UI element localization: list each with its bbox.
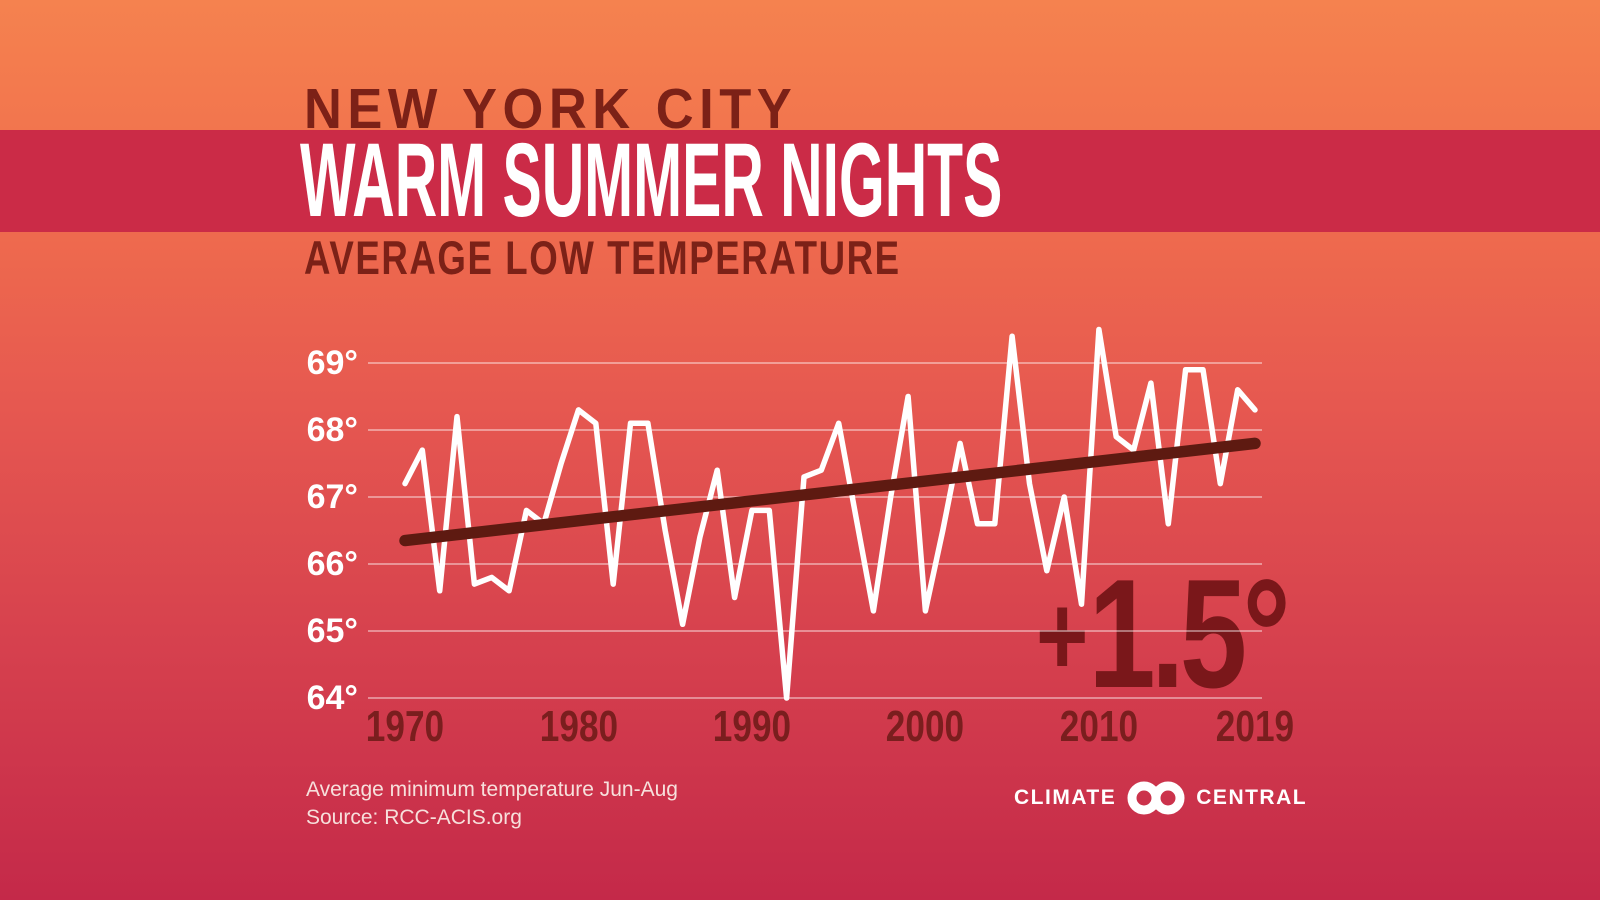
y-tick-label: 69° xyxy=(306,344,358,382)
x-tick-label: 2000 xyxy=(865,705,985,749)
footnote: Average minimum temperature Jun-Aug Sour… xyxy=(306,776,678,832)
x-tick-label-text: 1990 xyxy=(712,702,792,751)
subtitle-text: AVERAGE LOW TEMPERATURE xyxy=(304,231,901,284)
x-tick-label: 2010 xyxy=(1039,705,1159,749)
x-tick-label: 1980 xyxy=(518,705,638,749)
x-tick-label-text: 2010 xyxy=(1059,702,1139,751)
page-title-text: WARM SUMMER NIGHTS xyxy=(300,122,1003,239)
trend-annotation: +1.5 ° xyxy=(1036,556,1291,711)
interlocking-circles-icon xyxy=(1127,781,1185,815)
footnote-line2: Source: RCC-ACIS.org xyxy=(306,806,522,829)
x-tick-label-text: 1970 xyxy=(365,702,445,751)
kicker-text: NEW YORK CITY xyxy=(304,77,798,141)
x-tick-label: 2019 xyxy=(1195,705,1315,749)
logo-word-central: CENTRAL xyxy=(1196,786,1308,809)
climate-central-logo: CLIMATE CENTRAL xyxy=(1014,780,1307,816)
y-tick-label: 65° xyxy=(306,612,358,650)
temperature-line xyxy=(402,326,1258,701)
trend-line xyxy=(399,437,1261,547)
trend-value: 1.5 xyxy=(1088,547,1247,720)
footnote-line1: Average minimum temperature Jun-Aug xyxy=(306,778,678,801)
kicker-title: NEW YORK CITY xyxy=(304,81,840,138)
degree-sign: ° xyxy=(1242,547,1291,720)
x-tick-label-text: 2000 xyxy=(886,702,965,751)
y-tick-label: 66° xyxy=(306,545,358,583)
x-tick-label-text: 2019 xyxy=(1215,702,1295,751)
logo-word-climate: CLIMATE xyxy=(1014,786,1117,809)
y-tick-label: 64° xyxy=(306,679,358,717)
x-tick-label: 1970 xyxy=(345,705,465,749)
subtitle: AVERAGE LOW TEMPERATURE xyxy=(304,234,1069,281)
y-tick-label: 67° xyxy=(306,478,358,516)
x-tick-label-text: 1980 xyxy=(539,702,618,751)
page-title: WARM SUMMER NIGHTS xyxy=(300,122,1554,239)
x-tick-label: 1990 xyxy=(692,705,812,749)
title-band xyxy=(0,130,1600,232)
y-tick-label: 68° xyxy=(306,411,358,449)
